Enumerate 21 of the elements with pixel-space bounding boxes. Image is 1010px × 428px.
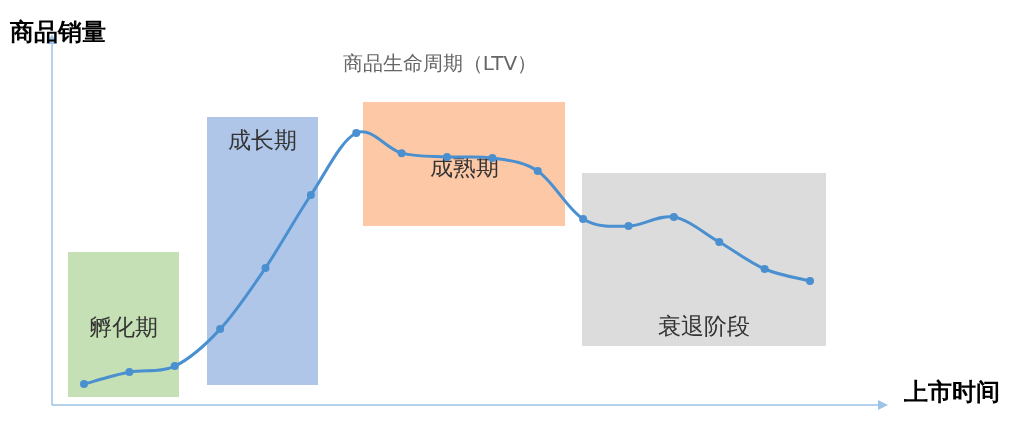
point bbox=[806, 276, 814, 285]
point bbox=[261, 263, 270, 272]
point bbox=[715, 238, 724, 247]
point bbox=[669, 213, 678, 222]
annotation: 成长期 bbox=[228, 127, 297, 153]
point bbox=[170, 362, 179, 371]
point bbox=[352, 129, 361, 137]
point bbox=[125, 368, 134, 377]
annotation: 孵化期 bbox=[89, 314, 158, 340]
point bbox=[216, 325, 225, 334]
annotation: 衰退阶段 bbox=[658, 313, 750, 339]
y-axis-title: 商品销量 bbox=[9, 18, 106, 46]
point bbox=[579, 214, 588, 223]
point bbox=[80, 380, 88, 389]
x-axis-title: 上市时间 bbox=[903, 378, 1000, 406]
point bbox=[760, 265, 769, 273]
point bbox=[306, 191, 315, 200]
chart-title: 商品生命周期（LTV） bbox=[342, 51, 538, 75]
point bbox=[624, 222, 633, 231]
point bbox=[397, 149, 406, 158]
point bbox=[533, 167, 542, 176]
